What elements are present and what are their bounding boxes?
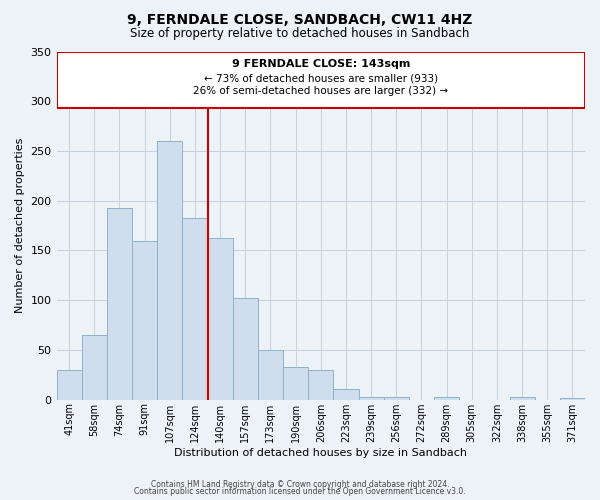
Bar	[359, 396, 383, 400]
Text: Contains public sector information licensed under the Open Government Licence v3: Contains public sector information licen…	[134, 487, 466, 496]
Text: 9, FERNDALE CLOSE, SANDBACH, CW11 4HZ: 9, FERNDALE CLOSE, SANDBACH, CW11 4HZ	[127, 12, 473, 26]
Bar	[434, 396, 459, 400]
Text: Contains HM Land Registry data © Crown copyright and database right 2024.: Contains HM Land Registry data © Crown c…	[151, 480, 449, 489]
Bar	[208, 238, 233, 400]
Bar	[233, 298, 258, 400]
Text: 26% of semi-detached houses are larger (332) →: 26% of semi-detached houses are larger (…	[193, 86, 448, 97]
Bar	[383, 396, 409, 400]
FancyBboxPatch shape	[56, 52, 585, 108]
Bar	[132, 240, 157, 400]
Bar	[258, 350, 283, 400]
Bar	[107, 208, 132, 400]
Bar	[56, 370, 82, 400]
Bar	[560, 398, 585, 400]
Bar	[283, 367, 308, 400]
Bar	[308, 370, 334, 400]
Bar	[157, 141, 182, 400]
Y-axis label: Number of detached properties: Number of detached properties	[15, 138, 25, 314]
X-axis label: Distribution of detached houses by size in Sandbach: Distribution of detached houses by size …	[174, 448, 467, 458]
Bar	[509, 396, 535, 400]
Text: Size of property relative to detached houses in Sandbach: Size of property relative to detached ho…	[130, 28, 470, 40]
Bar	[82, 335, 107, 400]
Text: 9 FERNDALE CLOSE: 143sqm: 9 FERNDALE CLOSE: 143sqm	[232, 60, 410, 70]
Bar	[182, 218, 208, 400]
Text: ← 73% of detached houses are smaller (933): ← 73% of detached houses are smaller (93…	[204, 74, 438, 84]
Bar	[334, 388, 359, 400]
